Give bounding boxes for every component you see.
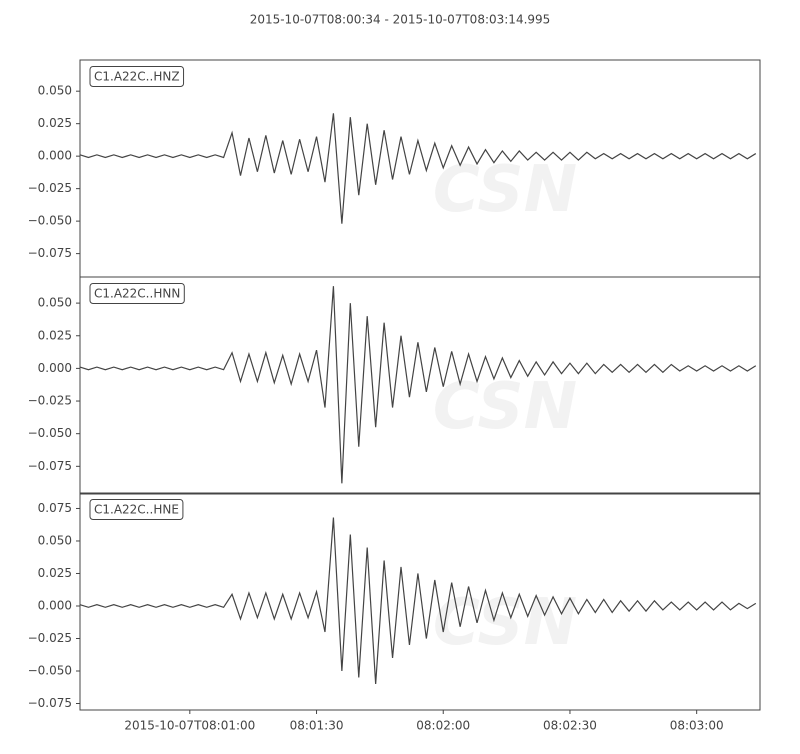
trace-label: C1.A22C..HNZ	[94, 70, 180, 84]
y-tick-label: 0.000	[38, 361, 72, 375]
y-tick-label: 0.000	[38, 149, 72, 163]
x-tick-label: 08:03:00	[670, 719, 724, 733]
watermark: CSN	[433, 153, 577, 227]
y-tick-label: 0.025	[38, 328, 72, 342]
trace-label-box	[89, 499, 184, 520]
chart-title: 2015-10-07T08:00:34 - 2015-10-07T08:03:1…	[250, 13, 551, 27]
y-tick-label: 0.050	[38, 533, 72, 547]
x-tick-label: 08:01:30	[290, 719, 344, 733]
y-tick-label: 0.025	[38, 566, 72, 580]
y-tick-label: −0.075	[28, 459, 72, 473]
waveform	[79, 286, 757, 484]
trace-label: C1.A22C..HNN	[94, 287, 180, 301]
watermark: CSN	[433, 370, 577, 444]
trace-label-box	[89, 66, 185, 87]
trace-label: C1.A22C..HNE	[94, 503, 179, 517]
y-tick-label: 0.075	[38, 501, 72, 515]
y-tick-label: 0.000	[38, 598, 72, 612]
y-tick-label: −0.075	[28, 246, 72, 260]
waveform	[79, 517, 757, 685]
y-tick-label: 0.050	[38, 296, 72, 310]
x-tick-label: 2015-10-07T08:01:00	[124, 719, 255, 733]
x-tick-label: 08:02:00	[416, 719, 470, 733]
y-tick-label: −0.050	[28, 214, 72, 228]
y-tick-label: −0.025	[28, 181, 72, 195]
x-tick-label: 08:02:30	[543, 719, 597, 733]
y-tick-label: −0.050	[28, 426, 72, 440]
panel-frame	[79, 276, 761, 495]
y-tick-label: −0.025	[28, 631, 72, 645]
y-tick-label: −0.075	[28, 696, 72, 710]
y-tick-label: 0.050	[38, 84, 72, 98]
panel-frame	[79, 492, 761, 711]
watermark: CSN	[433, 586, 577, 660]
y-tick-label: −0.050	[28, 663, 72, 677]
waveform	[79, 113, 757, 224]
y-tick-label: 0.025	[38, 116, 72, 130]
y-tick-label: −0.025	[28, 394, 72, 408]
trace-label-box	[89, 283, 185, 304]
panel-frame	[79, 59, 761, 278]
